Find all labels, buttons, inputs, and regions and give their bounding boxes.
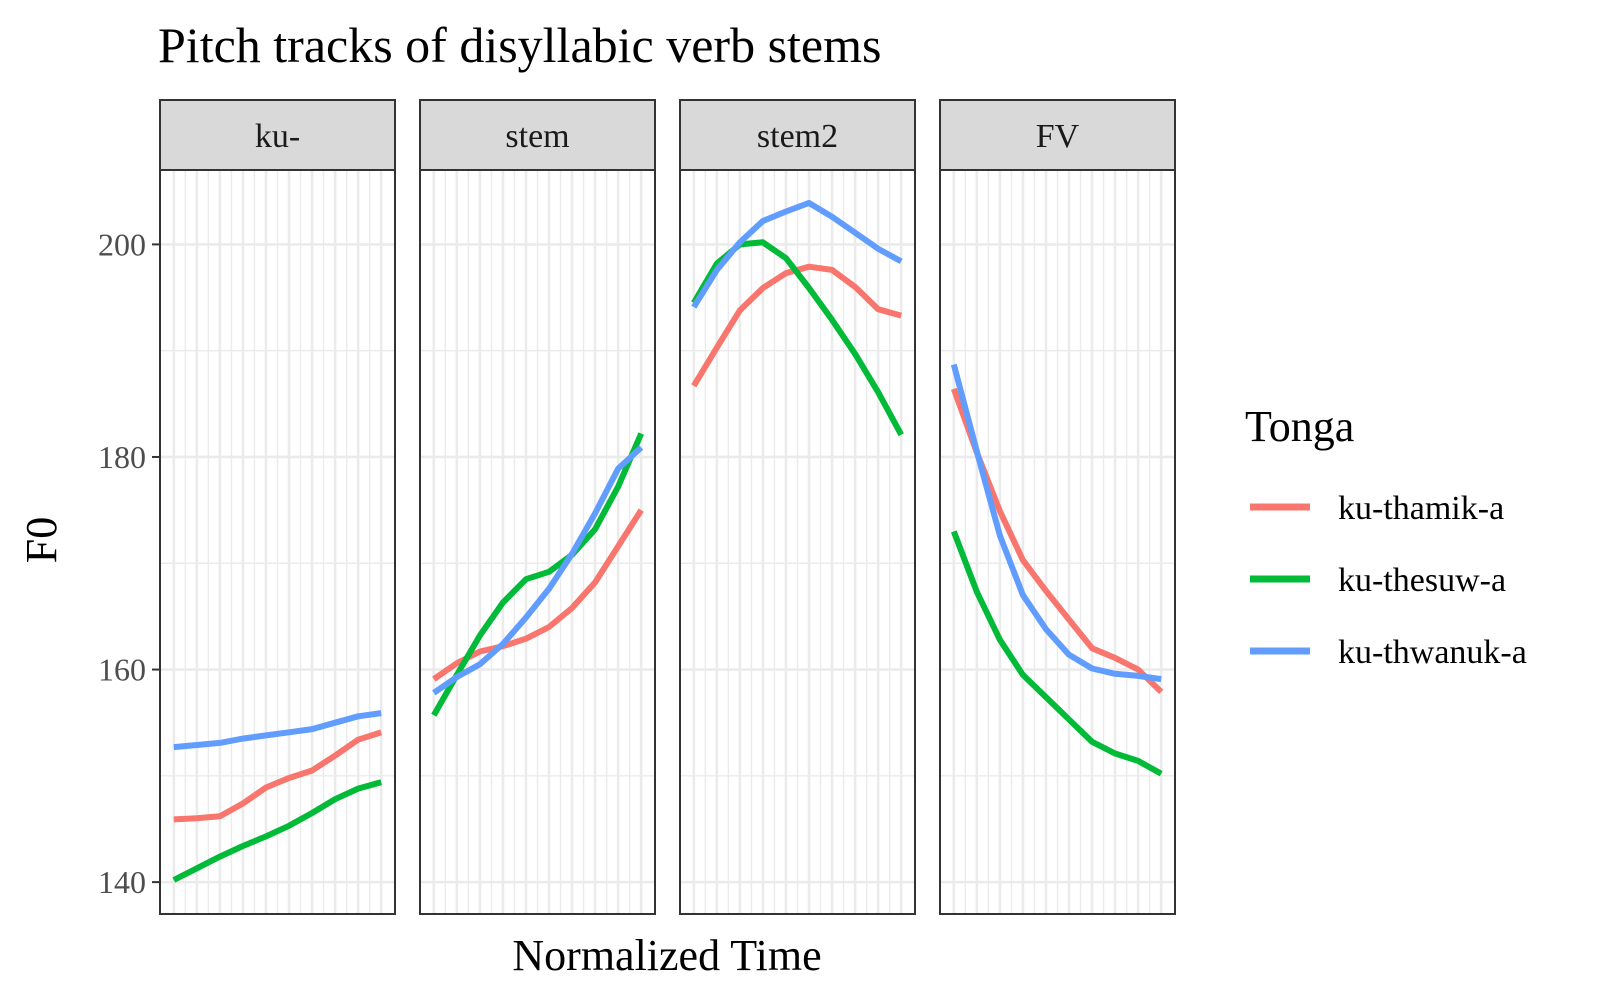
facet-strip-label: stem2 xyxy=(757,118,838,155)
series-line-ku-thesuw-a xyxy=(950,530,1163,777)
facet-panels: ku-stem stem2 FV xyxy=(159,99,1176,915)
y-tick-label: 180 xyxy=(98,439,146,475)
facet-panel-stem2: stem2 xyxy=(679,99,916,915)
legend-label: ku-thwanuk-a xyxy=(1338,634,1527,671)
series-line-ku-thwanuk-a xyxy=(173,710,382,751)
legend: Tonga ku-thamik-a ku-thesuw-a ku-thwanuk-a xyxy=(1245,402,1527,671)
legend-title: Tonga xyxy=(1245,402,1354,451)
facet-panel-stem: stem xyxy=(419,99,656,915)
facet-panel-FV: FV xyxy=(939,99,1176,915)
y-tick-label: 200 xyxy=(98,226,146,262)
series-line-ku-thwanuk-a xyxy=(691,199,903,309)
y-tick-label: 160 xyxy=(98,652,146,688)
facet-panel-ku: ku- xyxy=(159,99,396,915)
legend-label: ku-thamik-a xyxy=(1338,490,1504,527)
legend-label: ku-thesuw-a xyxy=(1338,562,1506,599)
x-axis-title: Normalized Time xyxy=(512,931,821,980)
facet-strip-label: FV xyxy=(1036,118,1080,155)
series-line-ku-thamik-a xyxy=(950,387,1164,695)
y-axis: 140 160 180 200 xyxy=(98,226,160,900)
facet-strip xyxy=(159,99,396,171)
y-axis-title: F0 xyxy=(17,517,66,563)
series-line-ku-thesuw-a xyxy=(172,779,383,883)
facet-strip-label: stem xyxy=(505,118,569,155)
facet-strip xyxy=(939,99,1176,171)
facet-strip xyxy=(419,99,656,171)
chart-title: Pitch tracks of disyllabic verb stems xyxy=(158,17,881,73)
series-line-ku-thwanuk-a xyxy=(950,363,1162,683)
facet-strip-label: ku- xyxy=(255,118,300,155)
y-tick-label: 140 xyxy=(98,864,146,900)
series-line-ku-thwanuk-a xyxy=(432,445,644,696)
series-line-ku-thesuw-a xyxy=(431,432,644,717)
facet-strip xyxy=(679,99,916,171)
series-line-ku-thamik-a xyxy=(173,729,383,823)
